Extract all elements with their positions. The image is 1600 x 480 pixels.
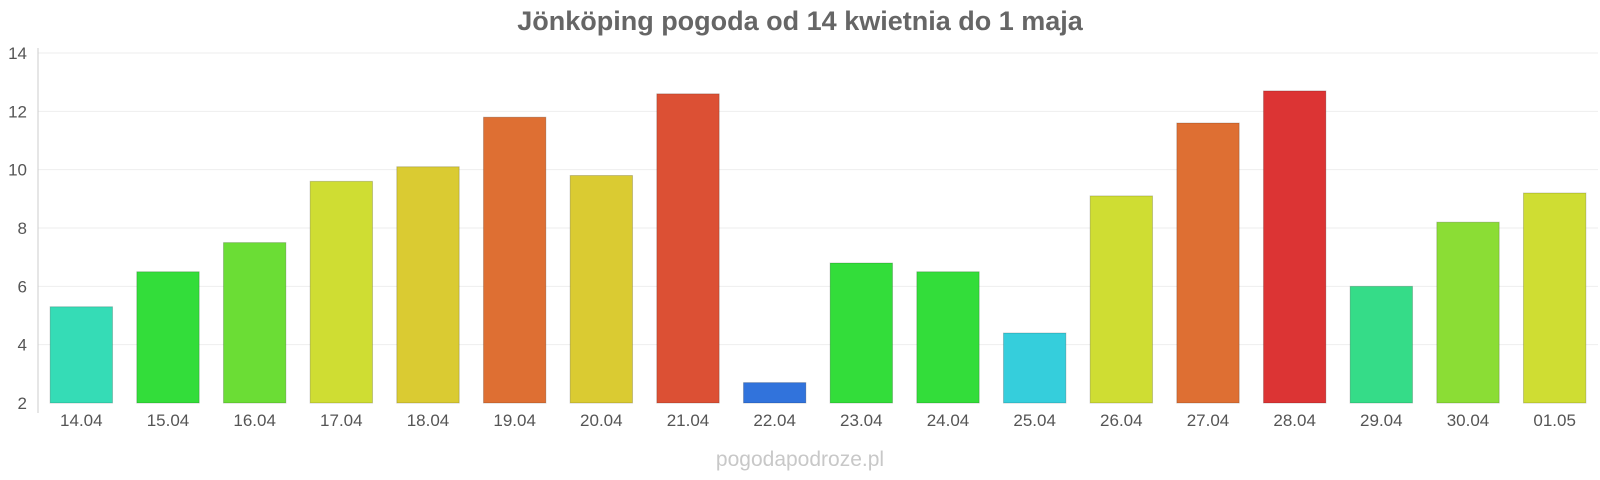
x-tick-label: 28.04 [1273, 411, 1316, 430]
x-tick-label: 18.04 [407, 411, 450, 430]
bar-27.04 [1176, 122, 1240, 404]
x-tick-label: 19.04 [493, 411, 536, 430]
y-axis: 2 4 6 8 10 12 14 [8, 44, 39, 413]
x-tick-label: 25.04 [1013, 411, 1056, 430]
x-tick-label: 30.04 [1447, 411, 1490, 430]
x-tick-label: 01.05 [1533, 411, 1576, 430]
y-tick-label: 2 [18, 394, 27, 413]
bar-25.04 [1002, 332, 1067, 404]
chart-title: Jönköping pogoda od 14 kwietnia do 1 maj… [517, 6, 1083, 36]
x-tick-label: 23.04 [840, 411, 883, 430]
x-tick-label: 26.04 [1100, 411, 1143, 430]
y-tick-label: 4 [18, 336, 27, 355]
x-tick-label: 27.04 [1187, 411, 1230, 430]
x-tick-label: 20.04 [580, 411, 623, 430]
x-tick-label: 14.04 [60, 411, 103, 430]
bar-18.04 [396, 166, 460, 404]
x-tick-label: 29.04 [1360, 411, 1403, 430]
bar-26.04 [1089, 195, 1154, 404]
x-tick-label: 21.04 [667, 411, 710, 430]
bar-16.04 [222, 242, 287, 404]
y-tick-label: 12 [8, 102, 27, 121]
y-tick-label: 10 [8, 161, 27, 180]
x-axis-labels: 14.04 15.04 16.04 17.04 18.04 19.04 20.04 21.04… [60, 411, 1576, 430]
bar-22.04 [742, 382, 807, 404]
bar-19.04 [482, 116, 547, 404]
watermark: pogodapodroze.pl [715, 448, 885, 471]
y-tick-label: 6 [18, 277, 27, 296]
x-tick-label: 16.04 [233, 411, 276, 430]
y-tick-label: 14 [8, 44, 27, 63]
bar-23.04 [829, 262, 894, 404]
x-tick-label: 15.04 [147, 411, 190, 430]
bar-15.04 [136, 271, 200, 404]
bar-17.04 [309, 180, 374, 404]
bar-21.04 [656, 93, 720, 404]
bar-30.04 [1436, 221, 1500, 404]
bar-14.04 [49, 306, 114, 404]
bar-24.04 [916, 271, 980, 404]
y-tick-label: 8 [18, 219, 27, 238]
bar-20.04 [569, 175, 634, 404]
x-tick-label: 22.04 [753, 411, 796, 430]
grid-lines [38, 52, 1598, 346]
bar-01.05 [1522, 192, 1587, 404]
x-tick-label: 24.04 [927, 411, 970, 430]
bar-29.04 [1349, 285, 1414, 404]
x-tick-label: 17.04 [320, 411, 363, 430]
bars [49, 90, 1587, 404]
bar-28.04 [1262, 90, 1327, 404]
